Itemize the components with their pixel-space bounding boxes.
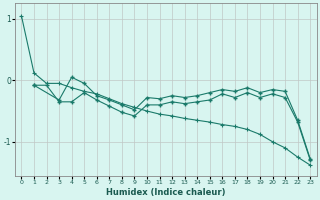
- X-axis label: Humidex (Indice chaleur): Humidex (Indice chaleur): [106, 188, 226, 197]
